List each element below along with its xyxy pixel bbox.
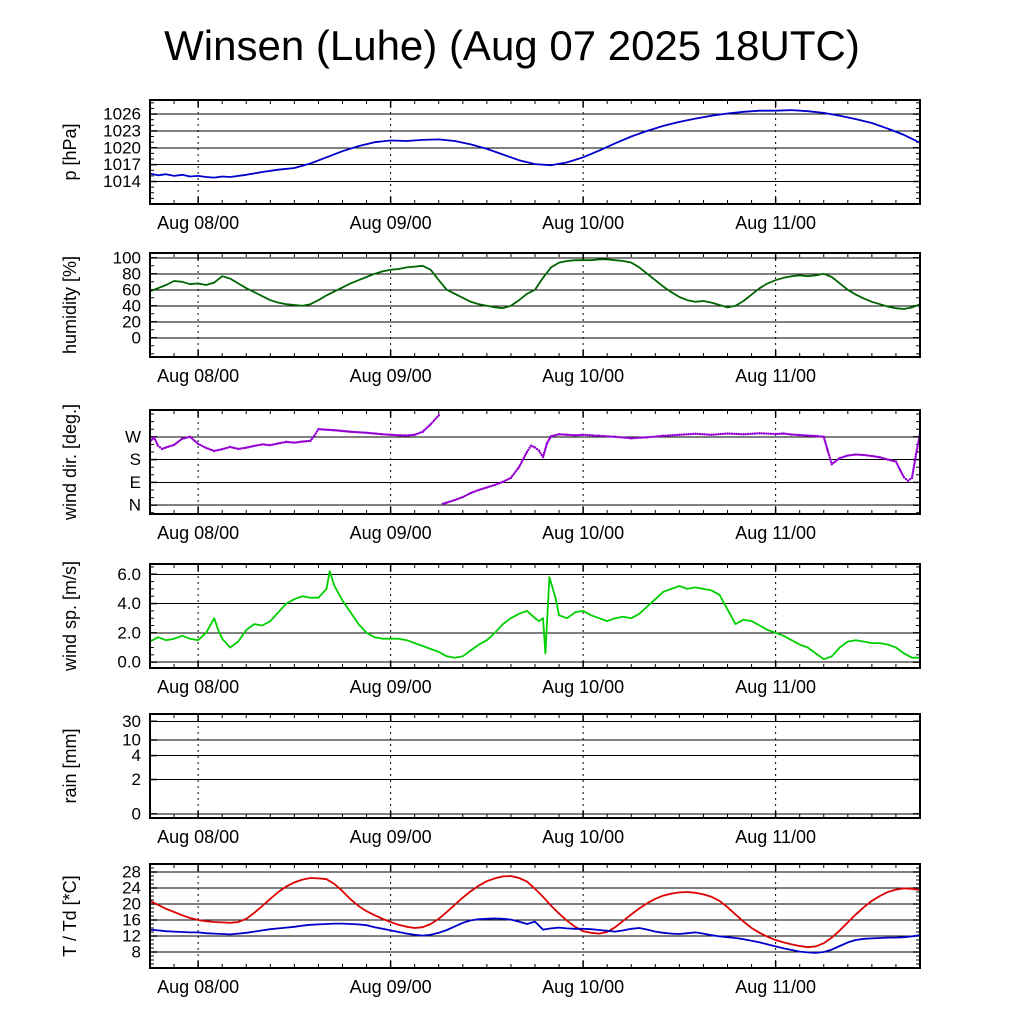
y-axis-title: wind sp. [m/s] [60,561,80,672]
y-tick-label: 0.0 [117,653,141,672]
y-axis-title: wind dir. [deg.] [60,404,80,521]
x-tick-label: Aug 10/00 [542,366,624,386]
x-tick-label: Aug 09/00 [350,213,432,233]
y-tick-label: 24 [122,879,141,898]
y-tick-label: 16 [122,911,141,930]
y-tick-label: 10 [122,731,141,750]
x-tick-label: Aug 08/00 [157,677,239,697]
y-tick-label: S [130,450,141,469]
y-tick-label: E [130,473,141,492]
x-tick-label: Aug 10/00 [542,213,624,233]
y-tick-label: 4.0 [117,594,141,613]
y-tick-label: 0 [132,328,141,347]
y-tick-label: 100 [113,248,141,267]
y-tick-label: 0 [132,804,141,823]
y-tick-label: 1017 [103,155,141,174]
panel-border [149,252,921,358]
page-title: Winsen (Luhe) (Aug 07 2025 18UTC) [164,22,860,69]
x-tick-label: Aug 10/00 [542,977,624,997]
x-tick-label: Aug 08/00 [157,827,239,847]
series-Td [150,917,920,954]
y-tick-label: W [125,427,141,446]
x-tick-label: Aug 10/00 [542,827,624,847]
panel-border [149,409,921,515]
x-tick-label: Aug 08/00 [157,523,239,543]
series-pressure [150,109,920,179]
y-tick-label: N [129,496,141,515]
panel-border [149,563,921,669]
x-tick-label: Aug 11/00 [735,827,816,847]
x-tick-label: Aug 11/00 [735,523,816,543]
x-tick-label: Aug 08/00 [157,213,239,233]
series-wind_direction [150,414,920,506]
y-tick-label: 1014 [103,172,141,191]
y-axis-title: humidity [%] [60,256,80,354]
x-tick-label: Aug 11/00 [735,977,816,997]
y-axis-title: rain [mm] [60,728,80,803]
y-tick-label: 2.0 [117,623,141,642]
y-tick-label: 30 [122,712,141,731]
y-axis-title: T / Td [*C] [60,875,80,956]
y-tick-label: 28 [122,863,141,882]
y-tick-label: 60 [122,280,141,299]
y-tick-label: 8 [132,943,141,962]
x-tick-label: Aug 09/00 [350,977,432,997]
y-tick-label: 6.0 [117,565,141,584]
x-tick-label: Aug 10/00 [542,523,624,543]
x-tick-label: Aug 08/00 [157,977,239,997]
y-tick-label: 20 [122,312,141,331]
y-tick-label: 80 [122,264,141,283]
x-tick-label: Aug 11/00 [735,366,816,386]
series-T [150,875,920,949]
y-tick-label: 1020 [103,138,141,157]
x-tick-label: Aug 10/00 [542,677,624,697]
y-tick-label: 12 [122,927,141,946]
x-tick-label: Aug 09/00 [350,827,432,847]
x-tick-label: Aug 09/00 [350,366,432,386]
x-tick-label: Aug 09/00 [350,523,432,543]
x-tick-label: Aug 11/00 [735,213,816,233]
panel-border [149,863,921,969]
y-tick-label: 20 [122,895,141,914]
y-tick-label: 4 [132,746,141,765]
series-wind_speed [150,570,920,661]
y-tick-label: 1023 [103,121,141,140]
y-tick-label: 2 [132,770,141,789]
panel-border [149,99,921,205]
x-tick-label: Aug 11/00 [735,677,816,697]
series-humidity [150,258,920,310]
y-tick-label: 40 [122,296,141,315]
y-tick-label: 1026 [103,105,141,124]
panel-wind-speed: 0.0 2.0 4.0 6.0 Aug 08/00 Aug 09/00 Aug 10/00 A… [60,561,921,697]
x-tick-label: Aug 09/00 [350,677,432,697]
x-tick-label: Aug 08/00 [157,366,239,386]
panel-border [149,713,921,819]
y-axis-title: p [hPa] [60,123,80,180]
